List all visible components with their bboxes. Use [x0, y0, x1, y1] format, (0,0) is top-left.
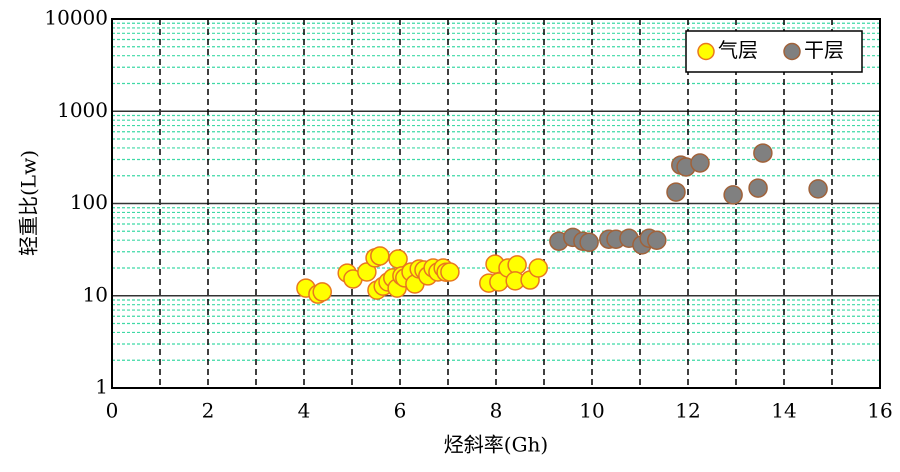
point — [690, 153, 710, 173]
point — [312, 282, 332, 302]
y-tick-label: 10 — [83, 282, 108, 306]
legend-marker — [783, 42, 801, 61]
legend-label: 气层 — [718, 38, 758, 62]
point — [528, 258, 548, 278]
x-axis-label: 烃斜率(Gh) — [444, 433, 548, 457]
legend-box — [685, 30, 863, 73]
x-tick-label: 12 — [675, 399, 700, 423]
x-tick-label: 16 — [867, 399, 892, 423]
point — [748, 178, 768, 198]
x-tick-label: 4 — [298, 399, 311, 423]
y-axis-label: 轻重比(Lw) — [17, 150, 41, 256]
y-tick-label: 100 — [70, 190, 108, 214]
x-tick-label: 6 — [394, 399, 407, 423]
point — [579, 232, 599, 253]
point — [370, 246, 390, 266]
point — [753, 143, 773, 163]
x-tick-label: 10 — [579, 399, 604, 423]
x-tick-label: 14 — [771, 399, 796, 423]
x-tick-label: 2 — [202, 399, 215, 423]
x-tick-label: 0 — [106, 399, 119, 423]
legend-marker — [697, 42, 715, 61]
legend-label: 干层 — [804, 38, 844, 62]
point — [647, 230, 667, 250]
y-tick-label: 10000 — [44, 6, 108, 30]
point — [808, 179, 828, 199]
x-tick-label: 8 — [490, 399, 503, 423]
point — [440, 262, 460, 282]
y-tick-label: 1000 — [57, 98, 108, 122]
point — [723, 185, 743, 205]
plot-border — [111, 18, 881, 389]
y-tick-label: 1 — [95, 375, 108, 399]
point — [507, 255, 527, 275]
point — [666, 182, 686, 202]
